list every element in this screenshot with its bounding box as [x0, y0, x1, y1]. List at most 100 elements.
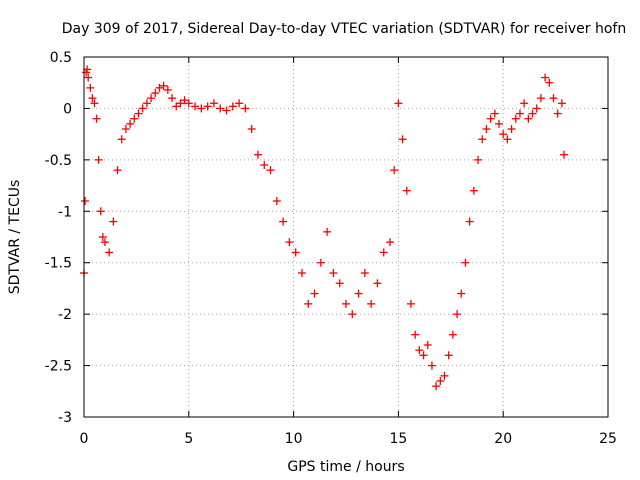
data-point: [147, 94, 156, 103]
data-point: [499, 130, 508, 139]
data-point: [88, 94, 97, 103]
data-point: [469, 186, 478, 195]
data-point: [310, 289, 319, 298]
data-point: [253, 150, 262, 159]
data-point: [297, 269, 306, 277]
data-point: [260, 161, 269, 169]
x-tick-label: 20: [494, 431, 512, 447]
data-point: [478, 135, 487, 144]
data-point: [532, 104, 541, 113]
data-point: [342, 299, 350, 308]
data-point: [545, 78, 554, 87]
data-point: [163, 85, 172, 94]
data-point: [461, 258, 470, 267]
data-point: [126, 119, 135, 128]
data-point: [386, 238, 395, 247]
x-tick-labels: 0 5 10 15 20 25: [80, 431, 617, 447]
data-point: [100, 238, 109, 247]
x-tick-label: 10: [285, 431, 303, 447]
data-point: [394, 99, 403, 108]
data-point: [465, 217, 474, 226]
y-tick-label: -1.5: [45, 256, 72, 272]
y-tick-label: 0: [63, 101, 72, 117]
y-tick-label: 0.5: [50, 50, 72, 66]
axis-ticks: [83, 56, 609, 418]
data-point: [360, 269, 369, 277]
y-tick-label: -3: [58, 410, 72, 426]
data-point: [503, 135, 512, 144]
data-point: [209, 99, 218, 108]
data-point: [109, 217, 118, 226]
data-point: [411, 330, 420, 339]
data-point: [490, 109, 499, 118]
data-point: [176, 99, 185, 108]
data-point: [559, 150, 568, 159]
data-point: [436, 377, 445, 385]
x-tick-label: 15: [389, 431, 407, 447]
data-point: [419, 351, 428, 360]
data-point: [379, 248, 388, 257]
data-point: [134, 109, 143, 118]
data-point: [398, 135, 407, 144]
data-point: [285, 238, 294, 247]
data-point: [482, 125, 491, 133]
data-point: [402, 186, 411, 195]
data-point: [335, 279, 344, 288]
x-tick-label: 5: [184, 431, 193, 447]
data-point: [474, 155, 483, 164]
x-tick-label: 25: [599, 431, 617, 447]
data-point: [105, 248, 114, 257]
data-point: [536, 94, 545, 103]
data-point: [92, 114, 101, 123]
data-point: [373, 279, 382, 288]
data-point: [323, 227, 332, 236]
chart-title: Day 309 of 2017, Sidereal Day-to-day VTE…: [62, 21, 626, 37]
data-point: [235, 99, 244, 108]
data-point: [329, 269, 338, 277]
data-points: [80, 65, 568, 391]
data-point: [448, 330, 457, 339]
data-point: [180, 96, 189, 105]
data-point: [117, 135, 126, 144]
data-point: [291, 248, 300, 257]
data-point: [486, 114, 495, 123]
data-point: [241, 104, 250, 113]
data-point: [113, 166, 122, 175]
data-point: [511, 114, 520, 123]
data-point: [98, 233, 107, 241]
data-point: [423, 341, 432, 349]
data-point: [528, 109, 537, 118]
y-tick-label: -2.5: [45, 359, 72, 375]
data-point: [515, 109, 524, 118]
data-point: [197, 104, 206, 113]
data-point: [354, 289, 363, 298]
data-point: [444, 351, 453, 360]
data-point: [138, 104, 147, 113]
data-point: [228, 102, 237, 111]
data-point: [86, 83, 95, 92]
data-point: [222, 106, 231, 115]
y-tick-labels: 0.5 0 -0.5 -1 -1.5 -2 -2.5 -3: [45, 50, 72, 426]
x-axis-label: GPS time / hours: [287, 459, 404, 475]
data-point: [415, 346, 424, 355]
data-point: [453, 310, 462, 319]
data-point: [142, 99, 151, 108]
x-tick-label: 0: [80, 431, 89, 447]
data-point: [203, 102, 212, 111]
data-point: [390, 166, 399, 175]
data-point: [520, 99, 529, 108]
data-point: [279, 217, 288, 226]
data-point: [406, 299, 415, 308]
data-point: [168, 94, 177, 103]
data-point: [432, 382, 441, 391]
data-point: [440, 371, 449, 380]
grid-lines: [84, 57, 608, 417]
data-point: [151, 89, 160, 97]
data-point: [524, 114, 533, 123]
data-point: [130, 114, 139, 123]
data-point: [191, 102, 200, 111]
data-point: [304, 299, 313, 308]
data-point: [184, 99, 193, 108]
data-point: [216, 104, 225, 113]
